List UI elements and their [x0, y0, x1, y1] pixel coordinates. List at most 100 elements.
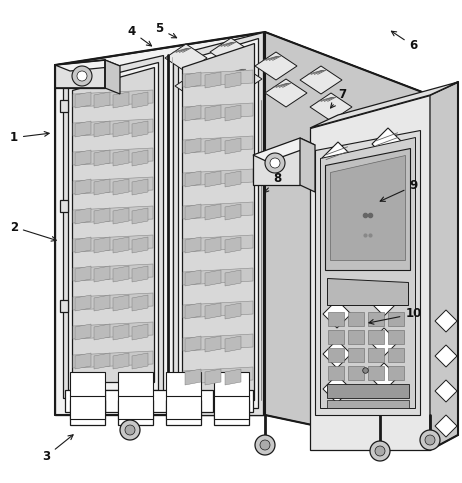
Bar: [70, 372, 105, 396]
Polygon shape: [132, 353, 148, 369]
Polygon shape: [205, 270, 221, 286]
Bar: [328, 330, 344, 344]
Polygon shape: [173, 32, 263, 415]
Bar: [166, 372, 201, 396]
Bar: [348, 366, 364, 380]
Polygon shape: [310, 93, 352, 121]
Polygon shape: [225, 336, 241, 352]
Polygon shape: [185, 336, 201, 352]
Polygon shape: [183, 169, 253, 186]
Polygon shape: [75, 208, 91, 224]
Circle shape: [72, 66, 92, 86]
Polygon shape: [183, 268, 253, 285]
Bar: [185, 390, 213, 412]
Polygon shape: [320, 137, 415, 408]
Polygon shape: [75, 92, 91, 108]
Polygon shape: [73, 177, 153, 194]
Bar: [70, 395, 105, 419]
Polygon shape: [113, 150, 129, 166]
Polygon shape: [185, 369, 201, 385]
Polygon shape: [372, 166, 404, 198]
Text: 1: 1: [10, 131, 49, 144]
Polygon shape: [435, 380, 457, 402]
Polygon shape: [225, 303, 241, 319]
Polygon shape: [435, 345, 457, 367]
Polygon shape: [220, 65, 262, 93]
Polygon shape: [225, 138, 241, 154]
Polygon shape: [73, 322, 153, 339]
Polygon shape: [132, 324, 148, 340]
Polygon shape: [113, 295, 129, 311]
Bar: [328, 312, 344, 326]
Polygon shape: [225, 369, 241, 385]
Polygon shape: [370, 328, 398, 356]
Polygon shape: [55, 32, 430, 128]
Bar: [368, 348, 384, 362]
Bar: [388, 330, 404, 344]
Text: 5: 5: [155, 23, 176, 38]
Polygon shape: [73, 264, 153, 281]
Polygon shape: [68, 62, 158, 390]
Polygon shape: [132, 150, 148, 166]
Polygon shape: [55, 60, 120, 71]
Polygon shape: [300, 66, 342, 94]
Polygon shape: [265, 79, 307, 107]
Bar: [60, 100, 68, 112]
Polygon shape: [75, 324, 91, 340]
Polygon shape: [132, 208, 148, 224]
Polygon shape: [253, 138, 315, 162]
Bar: [328, 366, 344, 380]
Polygon shape: [183, 367, 253, 384]
Polygon shape: [185, 171, 201, 187]
Bar: [328, 348, 344, 362]
Circle shape: [270, 158, 280, 168]
Polygon shape: [205, 171, 221, 187]
Polygon shape: [75, 150, 91, 166]
Polygon shape: [182, 43, 254, 400]
Polygon shape: [323, 340, 351, 368]
Bar: [348, 312, 364, 326]
Polygon shape: [205, 72, 221, 88]
Bar: [327, 400, 409, 408]
Polygon shape: [255, 52, 297, 80]
Text: 10: 10: [369, 308, 422, 324]
Polygon shape: [55, 60, 105, 88]
Polygon shape: [253, 138, 300, 185]
Polygon shape: [372, 128, 404, 160]
Polygon shape: [210, 38, 252, 66]
Polygon shape: [73, 351, 153, 368]
Polygon shape: [225, 171, 241, 187]
Bar: [368, 312, 384, 326]
Polygon shape: [75, 295, 91, 311]
Polygon shape: [185, 303, 201, 319]
Polygon shape: [225, 204, 241, 220]
Polygon shape: [183, 334, 253, 351]
Bar: [388, 366, 404, 380]
Circle shape: [260, 440, 270, 450]
Polygon shape: [113, 121, 129, 137]
Polygon shape: [315, 130, 420, 415]
Polygon shape: [105, 60, 120, 94]
Polygon shape: [113, 324, 129, 340]
Circle shape: [370, 441, 390, 461]
Text: 8: 8: [264, 172, 281, 193]
Text: 3: 3: [42, 435, 73, 463]
Bar: [118, 372, 153, 396]
Polygon shape: [132, 295, 148, 311]
Polygon shape: [225, 270, 241, 286]
Polygon shape: [73, 235, 153, 252]
Polygon shape: [94, 179, 110, 195]
Polygon shape: [94, 121, 110, 137]
Bar: [118, 395, 153, 419]
Polygon shape: [322, 142, 354, 174]
Polygon shape: [183, 136, 253, 153]
Bar: [118, 400, 153, 425]
Text: 6: 6: [391, 31, 418, 52]
Bar: [166, 395, 201, 419]
Bar: [166, 400, 201, 425]
Text: 2: 2: [10, 221, 56, 241]
Circle shape: [125, 425, 135, 435]
Polygon shape: [113, 208, 129, 224]
Polygon shape: [205, 204, 221, 220]
Polygon shape: [185, 72, 201, 88]
